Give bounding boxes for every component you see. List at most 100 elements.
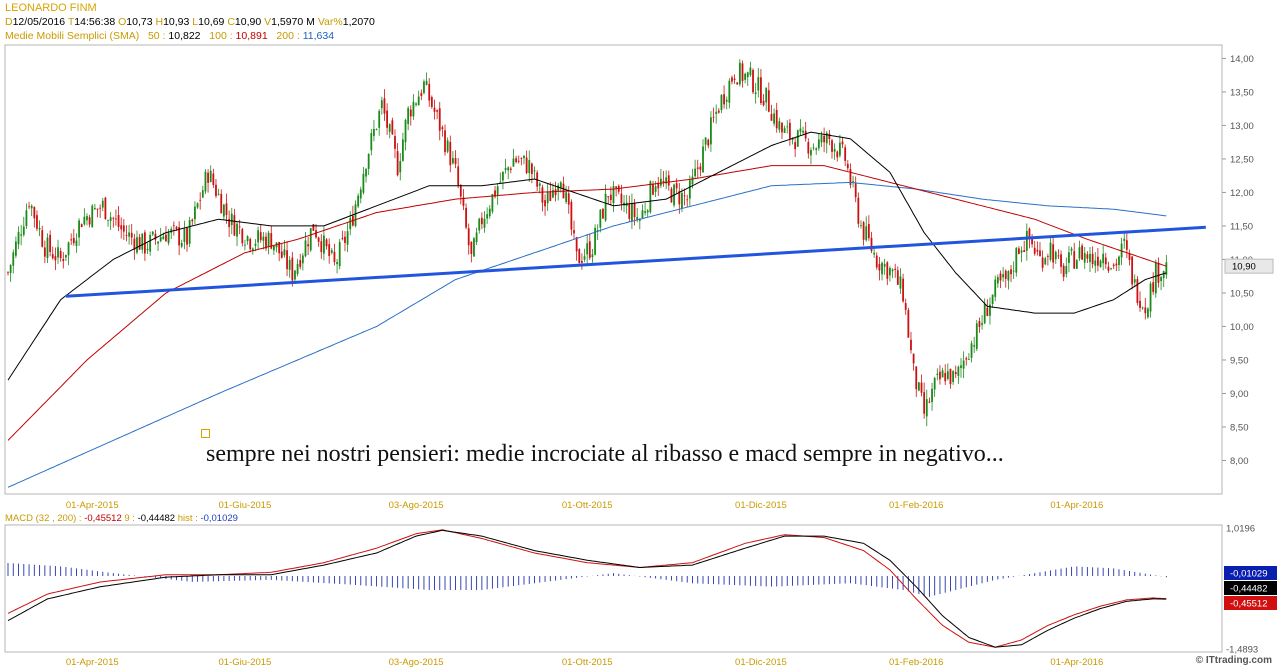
macd-x-tick-label: 03-Ago-2015 [389,657,444,668]
candle-body [93,207,96,210]
candle-body [688,180,691,199]
sma-value-0: 10,822 [168,30,204,42]
ohlc-value-6: 1,5970 M [271,16,318,28]
candle-body [428,83,431,101]
macd-y-tick-label: 1,0196 [1226,523,1255,534]
candle-body [1033,247,1036,254]
candle-body [323,235,325,254]
candle-body [975,323,978,349]
candle-body [1152,282,1155,292]
candle-body [860,225,862,227]
candle-body [681,193,683,209]
candle-body [307,244,310,247]
sma-value-1: 10,891 [235,30,271,42]
sma200-line [7,181,1167,488]
candle-body [862,222,865,240]
candle-body [104,197,107,220]
candle-body [970,343,973,358]
candle-body [728,80,731,103]
candle-body [920,382,923,393]
candle-body [344,236,346,243]
candle-body [549,191,552,201]
candle-body [712,116,715,118]
candle-body [186,227,188,245]
macd-value-box [1224,581,1277,595]
candle-body [404,119,407,143]
candle-body [1102,253,1105,264]
candle-body [602,208,604,219]
candle-body [1028,228,1031,240]
candle-body [825,132,828,144]
candle-body [1110,268,1112,270]
candle-body [738,62,741,85]
candle-body [207,172,209,183]
candle-body [841,141,844,145]
candle-body [917,382,920,391]
macd-legend-signal-label: 9 : [122,513,138,524]
candle-body [749,67,752,76]
y-tick-label: 9,50 [1230,355,1249,366]
candle-body [1039,250,1041,256]
ohlc-value-4: 10,69 [198,16,228,28]
candle-body [425,80,428,85]
candle-body [486,214,489,219]
candle-body [899,276,902,289]
candle-body [22,226,25,235]
candle-body [146,248,149,251]
candle-body [744,73,747,80]
candle-body [915,366,918,390]
macd-x-tick-label: 01-Ott-2015 [562,657,613,668]
candle-body [1089,253,1091,263]
candle-body [910,339,912,351]
candle-body [141,233,144,250]
candle-body [1123,238,1126,241]
candle-body [338,242,341,267]
candle-body [1002,274,1005,278]
macd-value-label: -0,45512 [1230,599,1268,610]
candle-body [1128,253,1131,260]
candle-body [770,113,773,121]
candle-body [317,237,320,242]
candle-body [999,273,1002,281]
candle-body [109,217,112,221]
candle-body [286,250,288,270]
candle-body [636,216,639,220]
candle-body [989,304,991,316]
candle-body [388,124,391,132]
candle-body [1157,262,1160,283]
ohlc-label-1: T [67,16,75,28]
y-tick-label: 13,00 [1230,121,1254,132]
candle-body [1023,250,1026,252]
candle-body [578,249,581,264]
macd-x-tick-label: 01-Giu-2015 [219,657,272,668]
sma100-line [7,165,1167,441]
candle-body [1104,257,1107,265]
candle-body [217,193,220,195]
candle-body [931,388,933,402]
macd-line [7,529,1167,648]
ohlc-label-0: D [5,16,13,28]
candle-body [499,181,502,183]
candle-body [130,232,133,238]
candle-body [449,142,452,166]
candle-body [781,122,783,133]
candle-body [791,138,794,140]
candle-body [78,220,80,238]
candle-body [767,90,770,112]
candle-body [654,186,657,192]
candle-body [236,223,238,237]
price-panel-frame [4,44,1223,495]
macd-x-tick-label: 01-Apr-2016 [1050,657,1103,668]
candle-body [1118,256,1120,266]
candle-body [1031,237,1033,245]
candle-body [309,228,312,251]
candle-body [754,92,757,95]
ohlc-label-6: V [264,16,272,28]
candle-body [638,219,641,221]
chart-annotation: sempre nei nostri pensieri: medie incroc… [206,441,1004,467]
candle-body [523,155,525,159]
candle-body [731,77,733,82]
candle-body [467,228,470,246]
candle-body [723,94,725,105]
ohlc-label-3: H [155,16,164,28]
